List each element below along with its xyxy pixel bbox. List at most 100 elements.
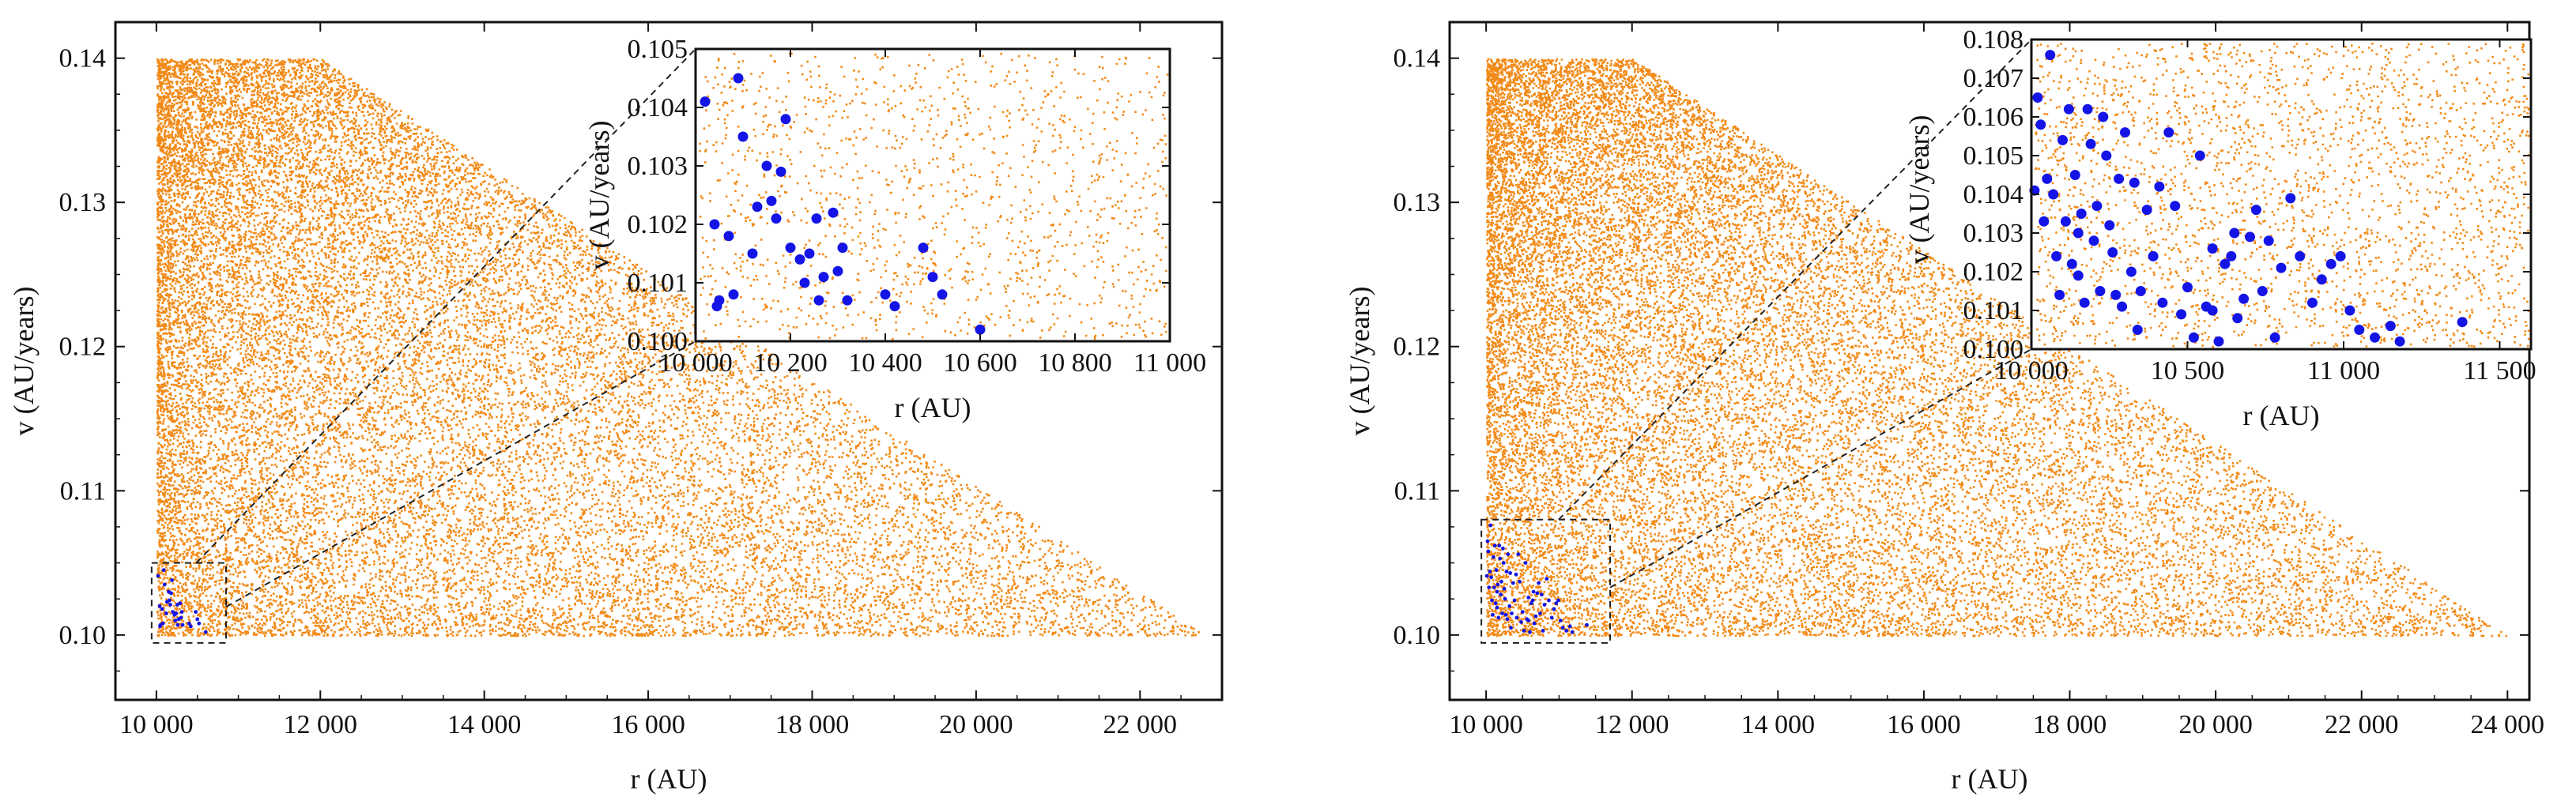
inset-highlight-point xyxy=(2066,258,2077,269)
highlight-point xyxy=(1505,617,1510,622)
inset-highlight-point xyxy=(2370,332,2380,343)
inset-y-tick-label: 0.100 xyxy=(628,327,688,356)
inset-y-tick-label: 0.108 xyxy=(1963,25,2024,55)
inset-highlight-point xyxy=(2316,274,2327,285)
left-plot-frame xyxy=(114,21,1224,701)
highlight-point xyxy=(169,591,173,596)
left-inset-background-scatter xyxy=(699,52,1169,340)
inset-highlight-point xyxy=(2226,250,2237,261)
inset-highlight-point xyxy=(2245,231,2255,243)
highlight-point xyxy=(1502,587,1507,591)
inset-highlight-point xyxy=(2088,235,2099,246)
highlight-point xyxy=(1508,571,1512,575)
x-tick-label: 16 000 xyxy=(611,710,685,739)
highlight-point xyxy=(1494,568,1499,573)
right-inset-background-points xyxy=(2035,43,2530,348)
inset-x-tick-label: 11 000 xyxy=(1133,348,1206,378)
right-inset-y-axis-label: v (AU/years) xyxy=(1903,115,1935,265)
inset-highlight-point xyxy=(937,289,948,300)
inset-highlight-point xyxy=(2263,235,2274,246)
left-inset-x-axis-label: r (AU) xyxy=(895,392,971,423)
inset-highlight-point xyxy=(737,131,749,142)
inset-highlight-point xyxy=(785,243,796,254)
right-inset-highlight-points xyxy=(2029,50,2468,347)
left-background-scatter xyxy=(156,58,1200,637)
highlight-point xyxy=(179,610,184,614)
highlight-point xyxy=(1504,570,1509,573)
inset-highlight-point xyxy=(837,243,848,254)
inset-y-tick-label: 0.102 xyxy=(1963,258,2024,287)
inset-highlight-point xyxy=(761,160,772,171)
highlight-point xyxy=(1495,582,1500,587)
right-background-scatter xyxy=(1486,58,2508,637)
highlight-point xyxy=(170,578,175,582)
inset-highlight-point xyxy=(2307,297,2318,308)
right-zoom-connector-1 xyxy=(1558,39,2032,521)
right-inset-x-axis-label: r (AU) xyxy=(2243,400,2320,431)
inset-highlight-point xyxy=(2057,134,2068,145)
inset-highlight-point xyxy=(799,277,810,288)
right-plot-frame xyxy=(1448,21,2531,701)
left-inset-y-axis-label: v (AU/years) xyxy=(583,121,615,270)
right-axis-ticks: 10 000 12 000 14 000 16 000 18 000 20 000 22 0… xyxy=(1394,22,2545,739)
left-zoom-connector-1 xyxy=(195,48,696,564)
left-panel: 10 000 12 000 14 000 16 000 18 000 20 000 22 0… xyxy=(8,21,1224,795)
inset-highlight-point xyxy=(2042,173,2053,184)
highlight-point xyxy=(1564,629,1569,633)
highlight-point xyxy=(1506,552,1511,556)
inset-highlight-point xyxy=(918,243,929,254)
inset-highlight-point xyxy=(2250,205,2261,216)
inset-highlight-point xyxy=(2354,325,2365,335)
highlight-point xyxy=(164,611,168,615)
highlight-point xyxy=(1500,611,1504,615)
inset-highlight-point xyxy=(927,272,938,283)
inset-highlight-point xyxy=(2076,209,2087,219)
highlight-point xyxy=(1526,619,1531,622)
inset-x-tick-label: 10 500 xyxy=(2151,356,2225,385)
inset-highlight-point xyxy=(2182,282,2193,293)
inset-y-tick-label: 0.106 xyxy=(1963,103,2024,132)
highlight-point xyxy=(1539,592,1544,597)
inset-x-tick-label: 10 800 xyxy=(1038,348,1112,378)
highlight-point xyxy=(1514,615,1519,620)
x-tick-label: 24 000 xyxy=(2471,710,2545,739)
highlight-point xyxy=(1516,552,1521,556)
highlight-point xyxy=(1519,620,1523,624)
highlight-point xyxy=(173,619,178,622)
inset-highlight-point xyxy=(842,295,853,306)
highlight-point xyxy=(1558,619,1563,622)
inset-y-tick-label: 0.103 xyxy=(1963,219,2024,248)
highlight-point xyxy=(1585,622,1589,627)
inset-highlight-point xyxy=(2385,321,2396,332)
inset-y-tick-label: 0.104 xyxy=(628,93,688,122)
highlight-point xyxy=(1526,596,1531,600)
left-inset-frame xyxy=(694,47,1171,343)
inset-highlight-point xyxy=(2117,301,2128,312)
right-x-axis-label: r (AU) xyxy=(1952,763,2028,795)
highlight-point xyxy=(1503,612,1508,617)
highlight-point xyxy=(187,621,191,626)
highlight-point xyxy=(1507,604,1512,608)
inset-highlight-point xyxy=(2188,332,2199,343)
highlight-point xyxy=(1497,543,1502,548)
highlight-point xyxy=(1501,546,1505,551)
inset-y-tick-label: 0.102 xyxy=(628,210,688,239)
inset-highlight-point xyxy=(2063,103,2074,115)
inset-highlight-point xyxy=(2082,103,2093,115)
inset-highlight-point xyxy=(2163,127,2174,138)
highlight-point xyxy=(171,610,175,614)
inset-x-tick-label: 11 000 xyxy=(2307,356,2380,385)
inset-highlight-point xyxy=(828,207,839,218)
highlight-point xyxy=(1514,572,1518,577)
inset-y-tick-label: 0.101 xyxy=(628,269,688,298)
highlight-point xyxy=(1535,591,1540,596)
highlight-point xyxy=(1495,605,1499,610)
highlight-point xyxy=(1492,585,1496,589)
highlight-point xyxy=(1547,598,1551,603)
inset-highlight-point xyxy=(728,289,739,300)
inset-highlight-point xyxy=(714,295,725,306)
inset-highlight-point xyxy=(747,248,758,259)
y-tick-label: 0.12 xyxy=(1394,333,1441,362)
highlight-point xyxy=(1537,581,1541,585)
